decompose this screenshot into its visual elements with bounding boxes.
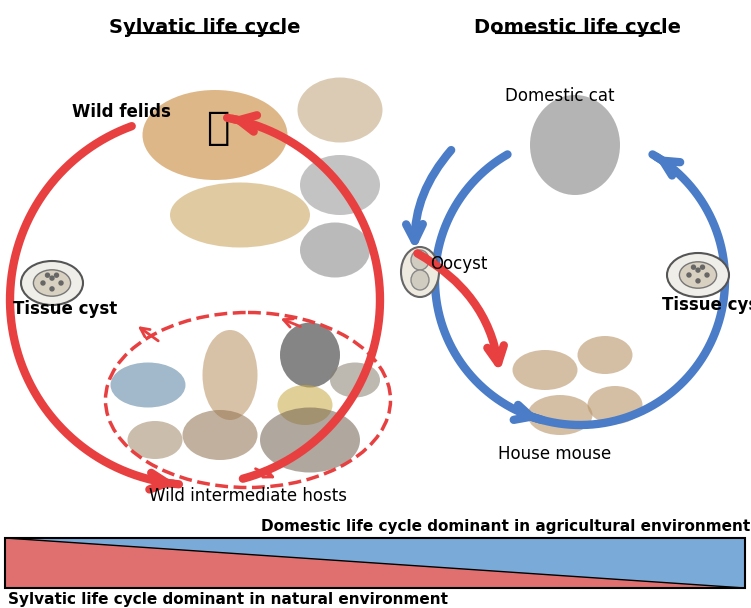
Text: Sylvatic life cycle dominant in natural environment: Sylvatic life cycle dominant in natural … bbox=[8, 592, 448, 607]
Ellipse shape bbox=[143, 90, 288, 180]
Circle shape bbox=[41, 281, 45, 285]
Text: Tissue cyst: Tissue cyst bbox=[662, 296, 751, 314]
Ellipse shape bbox=[300, 223, 370, 277]
Ellipse shape bbox=[512, 350, 578, 390]
Text: Wild felids: Wild felids bbox=[72, 103, 171, 121]
Text: Domestic cat: Domestic cat bbox=[505, 87, 614, 105]
Text: Sylvatic life cycle: Sylvatic life cycle bbox=[109, 18, 300, 37]
Ellipse shape bbox=[21, 261, 83, 305]
Circle shape bbox=[701, 265, 704, 269]
Ellipse shape bbox=[401, 247, 439, 297]
Ellipse shape bbox=[587, 386, 643, 424]
Circle shape bbox=[50, 287, 54, 291]
Ellipse shape bbox=[260, 407, 360, 472]
Ellipse shape bbox=[203, 330, 258, 420]
Bar bbox=[5, 538, 745, 588]
Ellipse shape bbox=[667, 253, 729, 297]
Ellipse shape bbox=[578, 336, 632, 374]
Circle shape bbox=[692, 265, 695, 269]
Ellipse shape bbox=[411, 270, 429, 290]
Circle shape bbox=[696, 279, 700, 283]
Ellipse shape bbox=[297, 77, 382, 142]
Circle shape bbox=[46, 273, 50, 277]
Text: Domestic life cycle dominant in agricultural environment: Domestic life cycle dominant in agricult… bbox=[261, 519, 750, 534]
Ellipse shape bbox=[182, 410, 258, 460]
Circle shape bbox=[696, 268, 700, 272]
Text: Wild intermediate hosts: Wild intermediate hosts bbox=[149, 487, 347, 505]
Ellipse shape bbox=[170, 182, 310, 247]
Circle shape bbox=[50, 276, 54, 280]
Bar bbox=[5, 538, 745, 588]
Circle shape bbox=[59, 281, 63, 285]
Ellipse shape bbox=[530, 95, 620, 195]
Ellipse shape bbox=[680, 262, 716, 288]
Ellipse shape bbox=[33, 270, 71, 296]
Ellipse shape bbox=[527, 395, 593, 435]
Text: House mouse: House mouse bbox=[499, 445, 611, 463]
Text: Tissue cyst: Tissue cyst bbox=[13, 300, 117, 318]
Text: Domestic life cycle: Domestic life cycle bbox=[475, 18, 681, 37]
Ellipse shape bbox=[411, 250, 429, 270]
Circle shape bbox=[687, 273, 691, 277]
Ellipse shape bbox=[330, 362, 380, 398]
Ellipse shape bbox=[278, 385, 333, 425]
Ellipse shape bbox=[110, 362, 185, 407]
Text: 🐯: 🐯 bbox=[207, 109, 230, 147]
Ellipse shape bbox=[280, 322, 340, 387]
Circle shape bbox=[705, 273, 709, 277]
Text: Oocyst: Oocyst bbox=[430, 255, 487, 273]
Ellipse shape bbox=[300, 155, 380, 215]
Ellipse shape bbox=[128, 421, 182, 459]
Polygon shape bbox=[5, 538, 745, 588]
Circle shape bbox=[55, 273, 59, 277]
